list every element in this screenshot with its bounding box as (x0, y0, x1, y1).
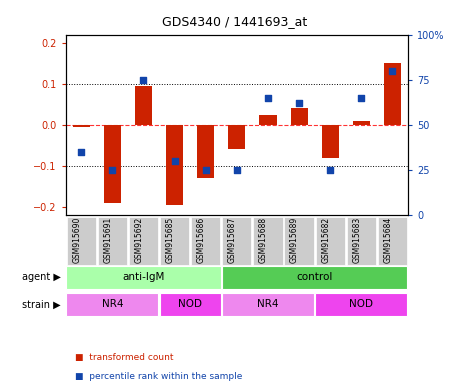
Text: GSM915688: GSM915688 (259, 217, 268, 263)
Point (326, 167, 334, 173)
Bar (228, 125, 245, 149)
Point (233, 167, 241, 173)
Text: NOD: NOD (349, 299, 373, 310)
Point (389, 68, 396, 74)
Text: strain ▶: strain ▶ (23, 299, 61, 310)
Bar (222, 293, 314, 316)
Point (109, 167, 116, 173)
Bar (66, 293, 159, 316)
Text: GSM915692: GSM915692 (135, 217, 144, 263)
Text: GSM915684: GSM915684 (384, 217, 393, 263)
Point (295, 100, 303, 106)
Bar (384, 63, 401, 125)
Bar (166, 125, 183, 205)
Text: GSM915686: GSM915686 (197, 217, 206, 263)
Bar (353, 121, 370, 125)
Bar (222, 266, 408, 289)
Bar (322, 125, 339, 157)
Point (357, 95, 365, 101)
Text: GSM915687: GSM915687 (228, 217, 237, 263)
Text: agent ▶: agent ▶ (22, 272, 61, 283)
Text: anti-IgM: anti-IgM (122, 272, 165, 283)
Text: GSM915691: GSM915691 (103, 217, 113, 263)
Text: GDS4340 / 1441693_at: GDS4340 / 1441693_at (162, 15, 307, 28)
Bar (259, 114, 277, 125)
Bar (197, 125, 214, 178)
Bar (104, 125, 121, 203)
Text: NR4: NR4 (102, 299, 123, 310)
Bar (66, 266, 220, 289)
Text: ■  transformed count: ■ transformed count (75, 353, 174, 362)
Text: GSM915685: GSM915685 (166, 217, 174, 263)
Text: GSM915682: GSM915682 (321, 217, 330, 263)
Point (171, 158, 178, 164)
Text: ■  percentile rank within the sample: ■ percentile rank within the sample (75, 372, 242, 381)
Bar (315, 293, 408, 316)
Text: GSM915683: GSM915683 (352, 217, 361, 263)
Bar (135, 86, 152, 125)
Text: NR4: NR4 (257, 299, 279, 310)
Text: GSM915689: GSM915689 (290, 217, 299, 263)
Bar (290, 108, 308, 125)
Point (264, 95, 272, 101)
Bar (73, 125, 90, 127)
Text: GSM915690: GSM915690 (72, 217, 81, 263)
Text: control: control (296, 272, 333, 283)
Point (140, 77, 147, 83)
Text: NOD: NOD (178, 299, 202, 310)
Bar (159, 293, 220, 316)
Point (77, 149, 85, 155)
Point (202, 167, 210, 173)
